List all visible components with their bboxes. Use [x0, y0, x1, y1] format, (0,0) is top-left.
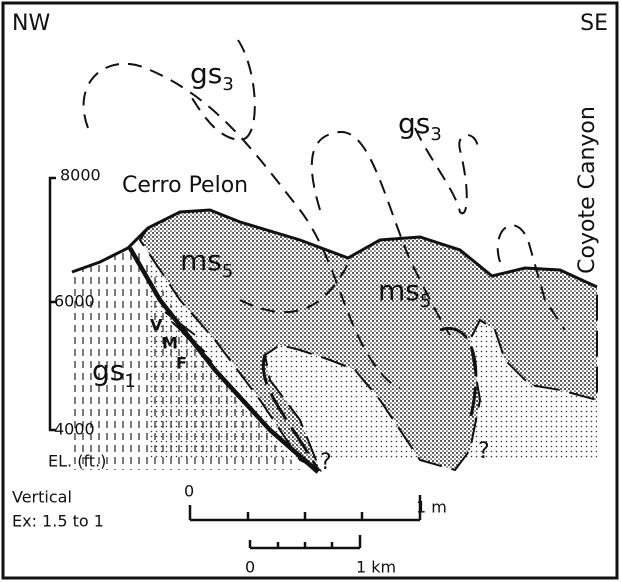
direction-right: SE	[580, 11, 608, 36]
unit-name: gs	[398, 107, 430, 140]
contact-label: M	[162, 334, 178, 353]
place-label: Cerro Pelon	[122, 173, 248, 198]
unknown-mark: ?	[478, 439, 490, 464]
scale-label: 0	[245, 558, 255, 577]
unit-name: gs	[92, 354, 124, 387]
elevation-tick: 8000	[60, 166, 101, 185]
unit-subscript: 1	[124, 371, 135, 392]
scale-exaggeration: Ex: 1.5 to 1	[12, 512, 104, 531]
place-label: Coyote Canyon	[575, 106, 600, 274]
unknown-mark: ?	[320, 450, 332, 475]
elevation-tick: 6000	[54, 292, 95, 311]
contact-label: F	[176, 354, 187, 373]
page: {"header": {"left": "NW", "right": "SE"}…	[0, 0, 621, 582]
unit-subscript: 3	[222, 74, 233, 95]
scale-label: 1 m	[416, 498, 447, 517]
scale-label: 0	[184, 482, 194, 501]
unit-name: ms	[378, 274, 420, 307]
elevation-label: EL. (ft.)	[48, 452, 106, 471]
elevation-tick: 4000	[54, 420, 95, 439]
unit-name: gs	[190, 57, 222, 90]
unit-subscript: 5	[222, 261, 233, 282]
contact-label: V	[150, 316, 163, 335]
cross-section: NW SE gs3 gs3 ms5 ms5 gs1 Cerro Pelon Co…	[0, 0, 621, 582]
unit-subscript: 5	[420, 291, 431, 312]
direction-left: NW	[12, 11, 50, 36]
unit-name: ms	[180, 244, 222, 277]
unit-subscript: 3	[430, 124, 441, 145]
scale-title: Vertical	[12, 488, 72, 507]
scale-label: 1 km	[356, 558, 396, 577]
